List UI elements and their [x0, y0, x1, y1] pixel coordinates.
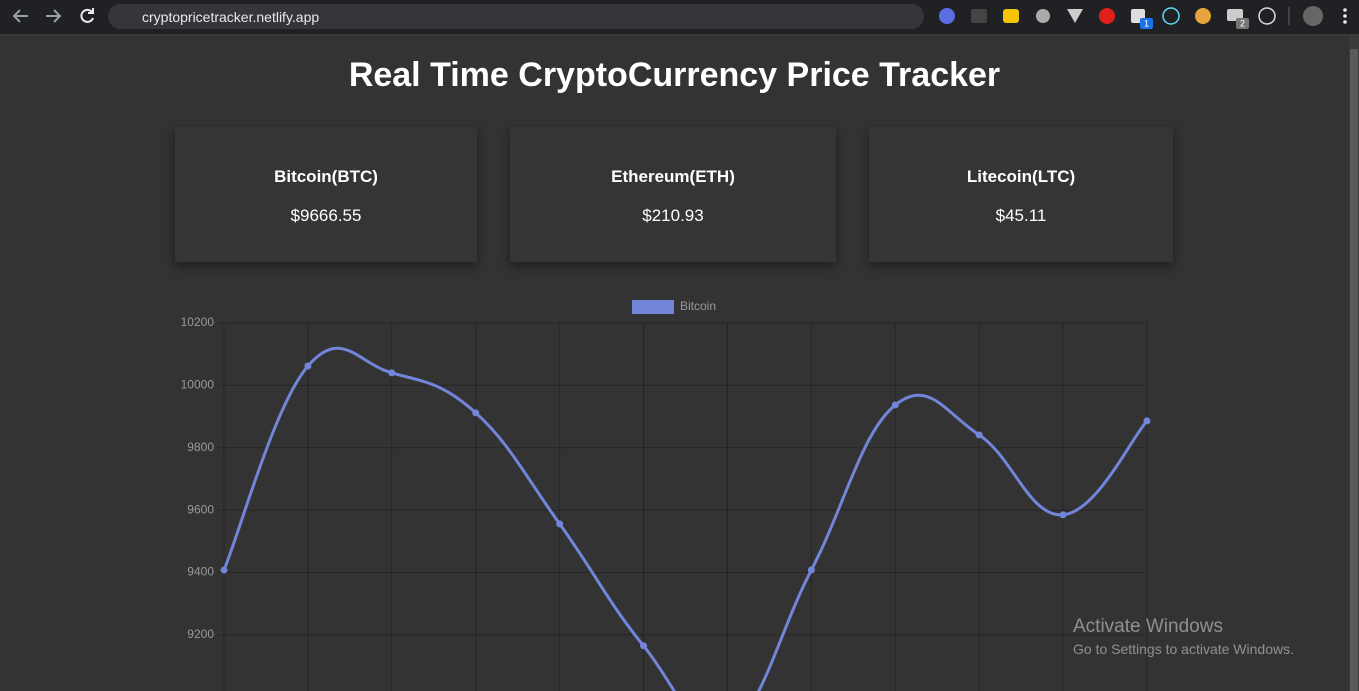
point — [1059, 511, 1067, 519]
coin-name: Bitcoin(BTC) — [274, 167, 378, 186]
point — [556, 520, 564, 528]
reload-arrow — [88, 8, 94, 14]
y-tick-label: 9600 — [187, 502, 214, 516]
page-title: Real Time CryptoCurrency Price Tracker — [348, 56, 1001, 94]
extension-icon[interactable] — [1036, 9, 1050, 23]
point — [640, 642, 648, 650]
line — [222, 346, 1149, 691]
point — [807, 566, 815, 574]
profile-avatar[interactable] — [1303, 6, 1323, 26]
extension-icon[interactable] — [1162, 7, 1180, 25]
watermark-title: Activate Windows — [1073, 616, 1223, 637]
extension-icon[interactable] — [1067, 9, 1083, 23]
badge-text: 2 — [1240, 18, 1245, 28]
point — [891, 401, 899, 409]
scroll-thumb[interactable] — [1350, 49, 1358, 691]
badge-text: 1 — [1144, 18, 1149, 28]
extension-icon[interactable] — [1003, 9, 1019, 23]
point — [975, 431, 983, 439]
y-tick-label: 9400 — [187, 565, 214, 579]
price-card: Bitcoin(BTC) $9666.55 — [175, 127, 477, 262]
point — [472, 409, 480, 417]
forward-button[interactable] — [46, 9, 62, 23]
badge — [1236, 18, 1249, 29]
point — [220, 566, 228, 574]
windows-watermark: Activate Windows Go to Settings to activ… — [1073, 616, 1294, 657]
legend-label: Bitcoin — [680, 299, 716, 313]
browser-toolbar: 1 2 cryptopricetracker.netlify.app — [0, 0, 1359, 35]
coin-price: $9666.55 — [290, 206, 362, 225]
point — [1143, 417, 1151, 425]
coin-price: $45.11 — [995, 206, 1047, 225]
back-button[interactable] — [12, 9, 28, 23]
extension-icon[interactable] — [939, 8, 955, 24]
point — [304, 362, 312, 370]
watermark-subtitle: Go to Settings to activate Windows. — [1073, 641, 1294, 657]
coin-price: $210.93 — [642, 206, 704, 225]
extension-icon[interactable] — [1099, 8, 1115, 24]
badge — [1140, 18, 1153, 29]
toolbar-icons: 1 2 — [12, 5, 1347, 29]
y-tick-label: 9200 — [187, 627, 214, 641]
address-bar[interactable]: cryptopricetracker.netlify.app — [108, 4, 924, 29]
legend-swatch — [632, 300, 674, 314]
extension-icon[interactable] — [1195, 8, 1211, 24]
reload-button[interactable] — [80, 8, 94, 23]
extension-icon[interactable] — [971, 9, 987, 23]
menu-button[interactable] — [1343, 8, 1347, 24]
point — [388, 369, 396, 377]
coin-name: Ethereum(ETH) — [611, 167, 735, 186]
price-card: Ethereum(ETH) $210.93 — [510, 127, 836, 262]
y-tick-label: 10200 — [181, 315, 215, 329]
chart: 9200 9400 9600 9800 10000 10200 Bitcoin — [181, 299, 1151, 691]
extension-icon[interactable] — [1258, 7, 1276, 25]
price-card: Litecoin(LTC) $45.11 — [869, 127, 1173, 262]
url: cryptopricetracker.netlify.app — [142, 9, 320, 25]
coin-name: Litecoin(LTC) — [966, 167, 1076, 186]
y-tick-label: 10000 — [181, 378, 215, 392]
y-tick-label: 9800 — [187, 440, 214, 454]
scrollbar[interactable] — [1349, 35, 1359, 691]
